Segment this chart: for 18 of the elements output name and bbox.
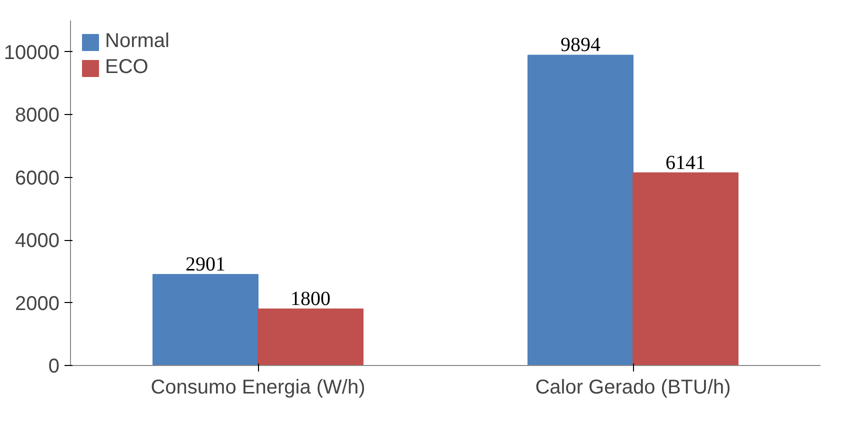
x-tick-label: Consumo Energia (W/h) bbox=[150, 376, 366, 398]
data-label: 6141 bbox=[666, 152, 706, 174]
data-label: 9894 bbox=[560, 34, 600, 56]
data-label: 1800 bbox=[290, 288, 330, 310]
data-label: 2901 bbox=[186, 254, 226, 276]
y-tick-label: 2000 bbox=[15, 292, 60, 315]
legend-label: ECO bbox=[105, 56, 148, 79]
x-tick-label: Calor Gerado (BTU/h) bbox=[535, 376, 731, 398]
legend-label: Normal bbox=[105, 30, 170, 53]
bar bbox=[632, 172, 738, 366]
bar bbox=[258, 308, 364, 366]
y-tick-label: 6000 bbox=[15, 167, 60, 190]
bar bbox=[152, 274, 258, 366]
bar bbox=[528, 54, 634, 366]
y-tick-label: 0 bbox=[48, 356, 60, 378]
y-tick-label: 4000 bbox=[15, 230, 60, 252]
y-tick-label: 10000 bbox=[4, 42, 60, 64]
y-tick-label: 8000 bbox=[15, 104, 60, 127]
